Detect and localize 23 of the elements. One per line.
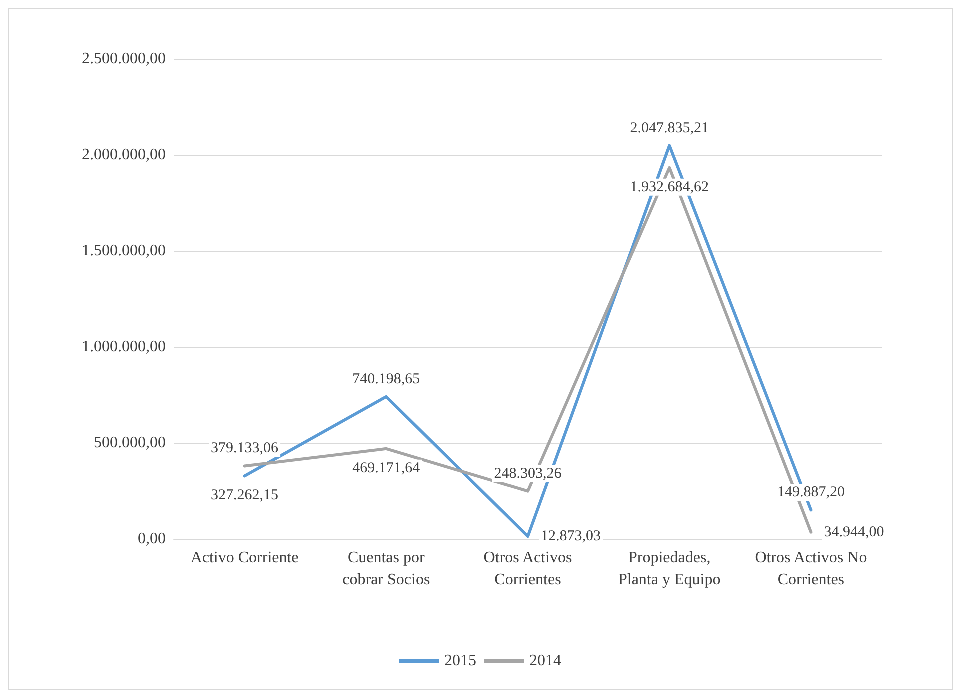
y-tick-label: 500.000,00 [94,434,166,452]
x-tick-label: Otros Activos Corrientes [484,550,572,588]
y-tick-label: 2.000.000,00 [82,146,166,164]
y-tick-label: 0,00 [138,530,166,548]
data-label: 740.198,65 [352,371,420,388]
x-tick-label: Propiedades, Planta y Equipo [618,550,721,588]
data-label: 327.262,15 [211,488,279,504]
legend-label: 2015 [444,652,476,670]
data-label: 12.873,03 [541,528,601,545]
data-label: 1.932.684,62 [630,179,709,196]
x-tick-label: Cuentas por cobrar Socios [342,550,430,588]
y-tick-label: 1.500.000,00 [82,242,166,260]
data-label: 248.303,26 [494,466,562,482]
data-label: 149.887,20 [777,484,845,501]
data-label: 2.047.835,21 [630,120,709,136]
data-label: 469.171,64 [352,460,421,476]
legend-label: 2014 [530,652,562,670]
y-tick-label: 2.500.000,00 [82,50,166,68]
x-tick-label: Otros Activos No Corrientes [755,550,868,588]
data-label: 379.133,06 [211,440,280,457]
data-label: 34.944,00 [824,524,884,540]
y-tick-label: 1.000.000,00 [82,338,166,356]
x-tick-label: Activo Corriente [190,550,299,566]
